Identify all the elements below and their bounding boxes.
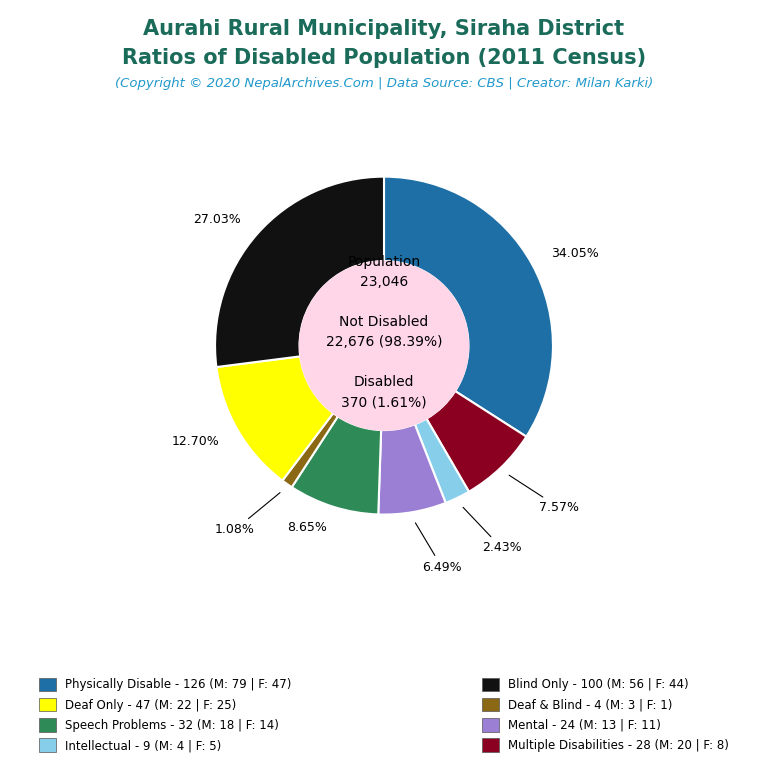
Wedge shape [384, 177, 553, 437]
Wedge shape [292, 416, 381, 515]
Text: (Copyright © 2020 NepalArchives.Com | Data Source: CBS | Creator: Milan Karki): (Copyright © 2020 NepalArchives.Com | Da… [115, 77, 653, 90]
Legend: Physically Disable - 126 (M: 79 | F: 47), Deaf Only - 47 (M: 22 | F: 25), Speech: Physically Disable - 126 (M: 79 | F: 47)… [37, 675, 293, 754]
Text: 27.03%: 27.03% [193, 213, 240, 226]
Wedge shape [415, 419, 469, 503]
Wedge shape [215, 177, 384, 367]
Wedge shape [426, 391, 526, 492]
Text: 2.43%: 2.43% [463, 508, 521, 554]
Circle shape [300, 261, 468, 430]
Text: 8.65%: 8.65% [286, 521, 326, 535]
Text: 34.05%: 34.05% [551, 247, 599, 260]
Text: 6.49%: 6.49% [415, 523, 462, 574]
Wedge shape [379, 424, 445, 515]
Legend: Blind Only - 100 (M: 56 | F: 44), Deaf & Blind - 4 (M: 3 | F: 1), Mental - 24 (M: Blind Only - 100 (M: 56 | F: 44), Deaf &… [480, 675, 731, 754]
Text: 7.57%: 7.57% [509, 475, 580, 515]
Text: Aurahi Rural Municipality, Siraha District: Aurahi Rural Municipality, Siraha Distri… [144, 19, 624, 39]
Text: Ratios of Disabled Population (2011 Census): Ratios of Disabled Population (2011 Cens… [122, 48, 646, 68]
Text: 1.08%: 1.08% [215, 492, 280, 536]
Wedge shape [283, 413, 338, 487]
Wedge shape [217, 356, 333, 481]
Text: Population
23,046

Not Disabled
22,676 (98.39%)

Disabled
370 (1.61%): Population 23,046 Not Disabled 22,676 (9… [326, 255, 442, 409]
Text: 12.70%: 12.70% [171, 435, 219, 448]
